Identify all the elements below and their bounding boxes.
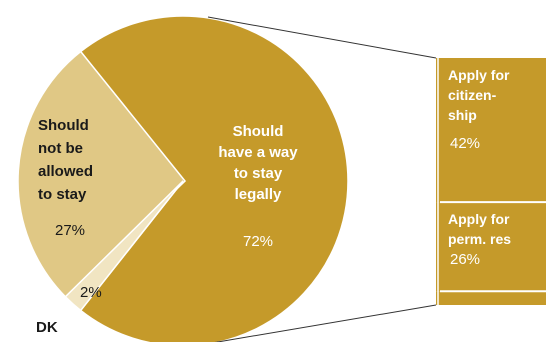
bar-label-0-line: citizen- (448, 87, 497, 103)
bar-label-1-line: Apply for (448, 211, 510, 227)
slice-label-not-allowed-line: Should (38, 117, 89, 134)
slice-label-main-line: legally (235, 186, 282, 203)
breakdown-bar (436, 58, 546, 305)
pie-slice-should-have-a-way-to-stay-legally (79, 15, 349, 342)
slice-label-not-allowed-line: allowed (38, 163, 93, 180)
slice-label-main-line: to stay (234, 165, 283, 182)
slice-label-not-allowed-line: not be (38, 140, 83, 157)
slice-value-dk: 2% (80, 284, 102, 301)
bar-value-1: 26% (450, 251, 480, 268)
slice-label-dk: DK (36, 319, 58, 336)
pie-slices (17, 15, 349, 342)
bar-segment-other (436, 291, 546, 305)
bar-value-0: 42% (450, 135, 480, 152)
connector-bottom (214, 304, 437, 342)
pie-slice-dk (64, 180, 184, 312)
slice-label-main-line: have a way (218, 144, 298, 161)
slice-value-not-allowed: 27% (55, 222, 85, 239)
bar-segment-apply-for-perm-res (436, 202, 546, 292)
slice-value-main: 72% (243, 233, 273, 250)
bar-label-0-line: ship (448, 107, 477, 123)
bar-label-1-line: perm. res (448, 231, 511, 247)
pie-slice-should-not-be-allowed-to-stay (17, 50, 187, 298)
slice-label-main-line: Should (233, 123, 284, 140)
connector-lines (207, 16, 437, 342)
slice-label-not-allowed-line: to stay (38, 186, 87, 203)
connector-top (207, 16, 437, 59)
bar-label-0-line: Apply for (448, 67, 510, 83)
chart-labels: Should have a way to stay legally 72% Should n… (36, 67, 511, 336)
bar-segment-apply-for-citizen-ship (436, 58, 546, 203)
